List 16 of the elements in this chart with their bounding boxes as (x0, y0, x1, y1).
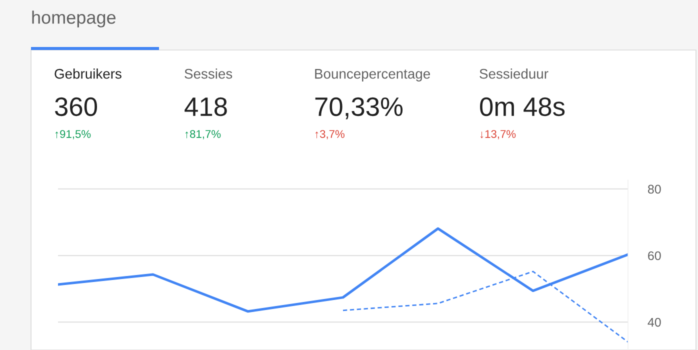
text: 0m 48s (480, 97, 565, 116)
text: Sessieduur (480, 68, 548, 79)
text: Gebruikers (54, 68, 122, 79)
text: ↓13,7% (480, 130, 516, 140)
text: Sessies (184, 68, 232, 79)
text: 360 (55, 97, 97, 116)
text: 70,33% (315, 97, 403, 120)
text: Bouncepercentage (315, 69, 430, 82)
text: ↑81,7% (185, 130, 221, 140)
text: ↑91,5% (55, 130, 91, 140)
text: 418 (184, 97, 227, 116)
y-tick-label: 80 (648, 184, 661, 194)
y-tick-label: 40 (648, 318, 661, 327)
text: ↑3,7% (315, 130, 344, 140)
y-tick-label: 60 (648, 251, 661, 260)
text: homepage (32, 10, 116, 28)
